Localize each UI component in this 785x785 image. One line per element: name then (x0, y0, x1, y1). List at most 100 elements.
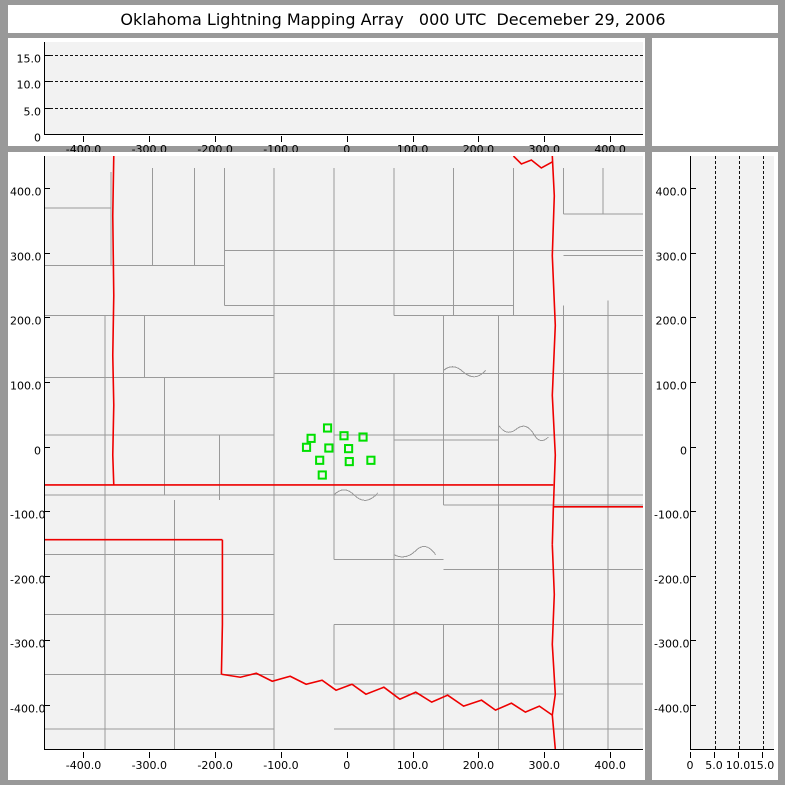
gridline-horizontal (45, 55, 643, 57)
y-tick-mark (690, 252, 696, 254)
state-boundaries (45, 156, 643, 749)
x-tick-mark (412, 752, 414, 758)
y-tick-label: 400.0 (655, 185, 688, 199)
x-tick-mark (544, 752, 546, 758)
x-tick-label: 400.0 (594, 759, 626, 772)
y-tick-mark (44, 640, 50, 642)
title-panel: Oklahoma Lightning Mapping Array 000 UTC… (8, 5, 778, 33)
y-tick-mark (44, 575, 50, 577)
x-tick-label: 0 (343, 143, 351, 156)
x-tick-mark (346, 136, 348, 142)
source-marker (301, 442, 312, 452)
y-tick-label: 0 (34, 131, 41, 145)
x-tick-label: 5.0 (705, 759, 723, 772)
y-tick-mark (690, 511, 696, 513)
height-profile-x-axis: 0 5.0 10.0 15.0 (687, 752, 774, 772)
y-tick-label: 400.0 (10, 185, 42, 199)
x-tick-label: -100.0 (263, 759, 299, 772)
x-tick-mark (478, 752, 480, 758)
y-tick-label: 10.0 (16, 78, 42, 92)
lightning-source-markers (301, 423, 376, 480)
y-tick-mark (44, 252, 50, 254)
y-tick-label: -400.0 (654, 702, 690, 716)
height-profile-plot-area (690, 156, 774, 750)
y-tick-mark (44, 704, 50, 706)
y-tick-mark (690, 446, 696, 448)
height-profile-panel: 400.0 300.0 200.0 100.0 0 -100.0 -200.0 -300.0 -… (652, 152, 778, 780)
y-tick-label: 300.0 (655, 250, 688, 264)
x-tick-mark (215, 136, 217, 142)
y-tick-mark (690, 640, 696, 642)
x-tick-mark (610, 752, 612, 758)
source-marker (344, 456, 354, 467)
x-tick-mark (215, 752, 217, 758)
source-marker (306, 433, 316, 443)
time-height-x-axis: -400.0 -300.0 -200.0 -100.0 0 100.0 200.0 300.0… (44, 136, 643, 156)
x-tick-label: -400.0 (65, 759, 102, 772)
x-tick-mark (280, 752, 282, 758)
time-height-plot-area (44, 42, 643, 135)
x-tick-mark (714, 752, 715, 758)
y-tick-mark (44, 446, 50, 448)
x-tick-label: 15.0 (749, 759, 775, 772)
y-tick-label: 100.0 (10, 379, 42, 393)
y-tick-mark (690, 381, 696, 383)
x-tick-label: 0 (686, 759, 694, 772)
time-height-panel: 0 5.0 10.0 15.0 -400.0 -300.0 -200.0 -100.0 0 10… (8, 38, 645, 156)
y-tick-mark (690, 575, 696, 577)
x-tick-label: 200.0 (462, 759, 495, 772)
gridline-horizontal (45, 107, 643, 109)
source-marker (339, 431, 349, 441)
y-tick-label: -200.0 (654, 573, 690, 587)
plan-view-map-panel: 400.0 300.0 200.0 100.0 0 -100.0 -200.0 -300.0 -… (8, 152, 645, 780)
y-tick-label: 5.0 (23, 105, 42, 119)
y-tick-mark (44, 55, 50, 57)
x-tick-mark (149, 752, 151, 758)
y-tick-label: -200.0 (10, 573, 46, 587)
plan-view-map-x-axis: -400.0 -300.0 -200.0 -100.0 0 100.0 200.0 300.0… (44, 752, 643, 772)
blank-panel (652, 38, 778, 146)
y-tick-label: 200.0 (655, 314, 688, 328)
gridline-vertical (715, 156, 716, 749)
x-tick-mark (346, 752, 348, 758)
plan-view-map-y-axis: 400.0 300.0 200.0 100.0 0 -100.0 -200.0 -300.0 -… (8, 156, 46, 750)
y-tick-mark (44, 134, 50, 135)
y-tick-label: 0 (34, 444, 41, 458)
y-tick-label: 15.0 (16, 52, 42, 66)
x-tick-label: -300.0 (131, 759, 168, 772)
y-tick-mark (690, 704, 696, 706)
time-height-y-axis: 0 5.0 10.0 15.0 (8, 42, 42, 145)
x-tick-label: 10.0 (725, 759, 751, 772)
x-tick-mark (83, 136, 85, 142)
y-tick-mark (44, 381, 50, 383)
source-marker (322, 423, 333, 433)
x-tick-mark (610, 136, 612, 142)
gridline-vertical (739, 156, 740, 749)
y-tick-label: -300.0 (10, 637, 46, 651)
y-tick-label: 0 (680, 444, 687, 458)
source-marker (358, 432, 368, 442)
source-marker (324, 443, 334, 453)
y-tick-label: -100.0 (654, 508, 690, 522)
y-tick-label: -400.0 (10, 702, 46, 716)
x-tick-mark (690, 752, 691, 758)
x-tick-mark (762, 752, 763, 758)
source-marker (344, 444, 354, 454)
y-tick-mark (690, 317, 696, 319)
gridline-vertical (763, 156, 764, 749)
x-tick-mark (544, 136, 546, 142)
x-tick-mark (83, 752, 85, 758)
x-tick-mark (280, 136, 282, 142)
y-tick-label: -100.0 (10, 508, 46, 522)
page-title: Oklahoma Lightning Mapping Array 000 UTC… (120, 9, 666, 29)
x-tick-mark (412, 136, 414, 142)
x-tick-mark (149, 136, 151, 142)
y-tick-mark (690, 188, 696, 190)
county-lines (45, 167, 643, 749)
y-tick-mark (44, 188, 50, 190)
x-tick-label: 100.0 (396, 759, 429, 772)
y-tick-mark (44, 107, 50, 109)
x-tick-label: 300.0 (528, 759, 561, 772)
x-tick-mark (478, 136, 480, 142)
